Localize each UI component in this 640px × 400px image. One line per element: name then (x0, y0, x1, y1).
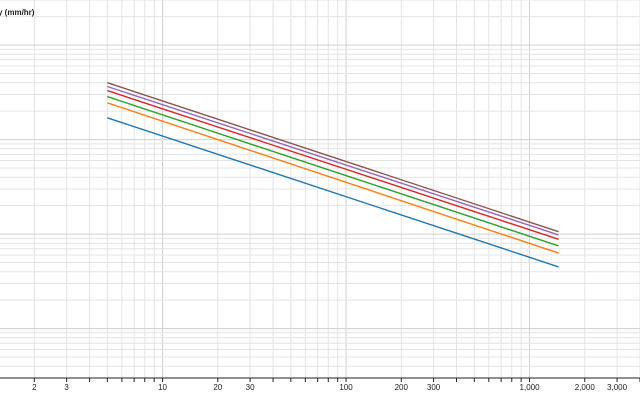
x-tick-label: 100 (339, 383, 353, 392)
x-tick-label: 200 (395, 383, 409, 392)
series-line-1 (107, 117, 559, 268)
series-line-4 (107, 89, 559, 240)
x-tick-label: 3,000 (607, 383, 628, 392)
series-line-3 (107, 95, 559, 247)
y-axis-label: y (mm/hr) (0, 8, 35, 17)
x-tick-label: 300 (427, 383, 441, 392)
series-line-5 (107, 85, 559, 236)
x-tick-label: 30 (246, 383, 255, 392)
x-tick-label: 10 (158, 383, 167, 392)
x-tick-label: 1,000 (520, 383, 541, 392)
x-tick-label: 20 (213, 383, 222, 392)
series-line-6 (107, 82, 559, 233)
x-tick-label: 3 (64, 383, 69, 392)
x-tick-label: 2 (32, 383, 37, 392)
series-line-2 (107, 102, 559, 254)
x-tick-label: 2,000 (575, 383, 596, 392)
